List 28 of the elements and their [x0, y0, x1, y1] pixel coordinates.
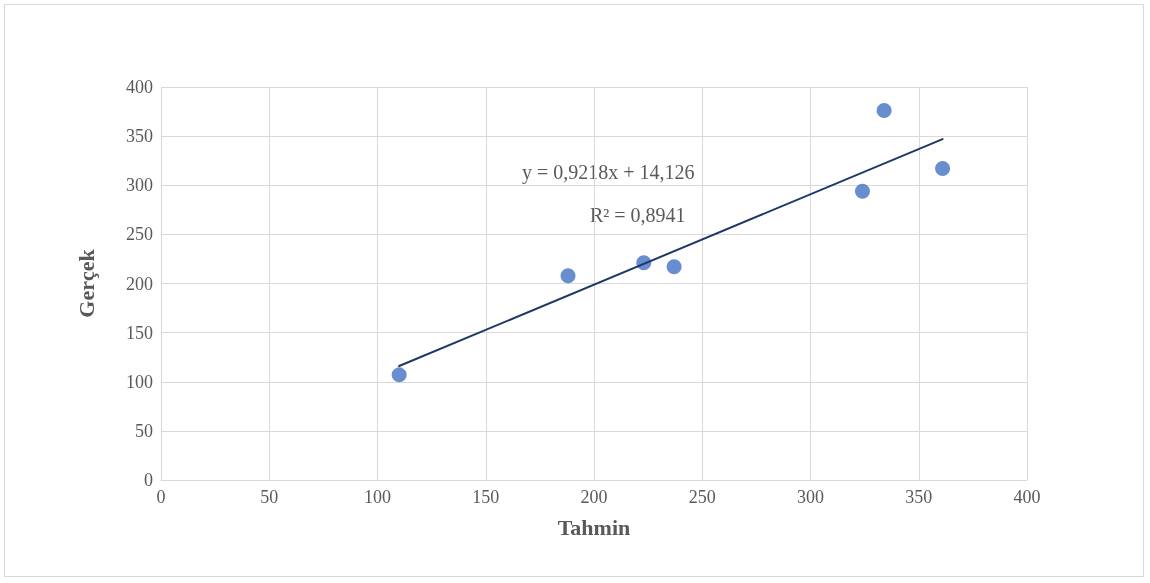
point — [560, 268, 576, 284]
point — [935, 161, 951, 177]
point — [391, 367, 407, 383]
y-tick-label: 50 — [135, 420, 153, 441]
y-tick-label: 200 — [126, 273, 153, 294]
x-tick-label: 100 — [364, 487, 391, 507]
x-tick-label: 150 — [472, 487, 500, 507]
point — [666, 259, 682, 275]
x-tick-label: 200 — [580, 487, 608, 507]
x-tick-label: 250 — [688, 487, 716, 507]
x-tick-label: 300 — [797, 487, 824, 507]
y-tick-label: 350 — [126, 126, 153, 147]
annotation: R² = 0,8941 — [590, 204, 686, 226]
y-tick-label: 250 — [126, 224, 153, 245]
point — [854, 183, 870, 199]
y-tick-label: 150 — [126, 322, 153, 343]
y-tick-label: 0 — [144, 470, 153, 490]
y-tick-label: 100 — [126, 371, 153, 392]
y-tick-label: 400 — [126, 77, 153, 97]
x-tick-label: 0 — [156, 487, 166, 507]
annotation: y = 0,9218x + 14,126 — [522, 161, 695, 184]
point — [876, 103, 892, 119]
x-tick-label: 50 — [260, 487, 279, 507]
x-axis-title: Tahmin — [557, 514, 631, 540]
x-tick-label: 400 — [1013, 487, 1041, 507]
x-tick-label: 350 — [905, 487, 933, 507]
y-axis-title: Gerçek — [73, 248, 99, 318]
y-tick-label: 300 — [126, 175, 153, 196]
